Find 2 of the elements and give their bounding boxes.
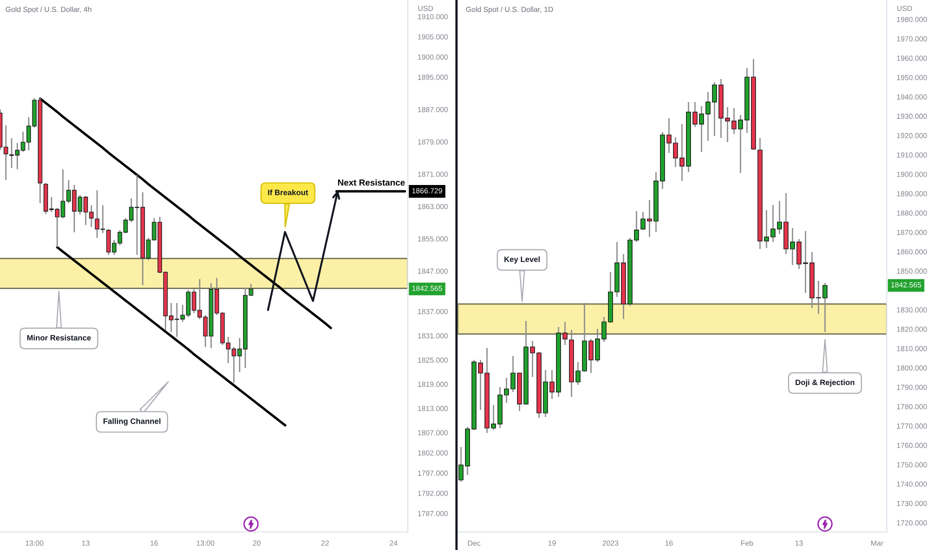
series-label: Next Resistance xyxy=(338,179,405,186)
line-series xyxy=(38,97,332,330)
